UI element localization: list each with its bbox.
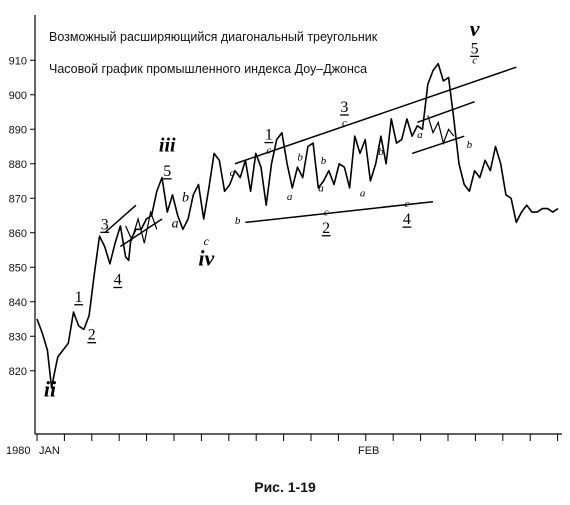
wave-label: a (360, 188, 366, 200)
wave-label: ii (44, 377, 57, 402)
y-tick-label: 830 (9, 331, 27, 343)
wave-label: b (378, 146, 384, 158)
series-line (36, 62, 559, 389)
wave-label: a (230, 167, 236, 179)
trendline (417, 100, 475, 124)
y-tick-label: 860 (9, 228, 27, 240)
wave-label: b (467, 139, 473, 151)
y-axis-ticks: 820 830 840 850 860 870 880 890 900 910 (9, 55, 35, 378)
wave-label: 4 (114, 272, 122, 289)
wave-label: b (182, 191, 189, 206)
x-tick-label-feb: FEB (358, 445, 379, 457)
y-tick-label: 880 (9, 159, 27, 171)
x-tick-label-year: 1980 (6, 445, 30, 457)
wave-label: iii (159, 135, 176, 157)
wave-label: a (287, 191, 293, 203)
wave-label: c (472, 55, 477, 67)
wave-label: a (417, 129, 423, 141)
x-axis-ticks (36, 434, 559, 441)
trendline (245, 200, 434, 224)
wave-label: 2 (88, 327, 96, 344)
wave-label: v (470, 16, 480, 41)
wave-label: c (266, 144, 271, 156)
y-tick-label: 870 (9, 193, 27, 205)
wave-label: 4 (403, 211, 411, 228)
wave-label: 5 (471, 40, 479, 57)
wave-label: 1 (75, 289, 83, 306)
wave-label: 3 (101, 216, 109, 233)
y-tick-label: 850 (9, 262, 27, 274)
y-tick-label: 840 (9, 297, 27, 309)
chart-subtitle: Часовой график промышленного индекса Доу… (49, 62, 367, 76)
trendlines (104, 66, 517, 248)
wave-label: 2 (322, 220, 330, 237)
wave-label: a (172, 217, 179, 232)
wave-label: b (321, 155, 327, 167)
y-tick-label: 820 (9, 366, 27, 378)
plot-frame (34, 15, 562, 435)
wave-label: 3 (340, 99, 348, 116)
triangle-zigzag (427, 115, 455, 146)
y-tick-label: 890 (9, 124, 27, 136)
x-tick-label-jan: JAN (39, 445, 60, 457)
wave-label: 1 (265, 127, 273, 144)
wave-label: b (235, 215, 241, 227)
wave-label: c (204, 234, 210, 248)
wave-label: a (318, 182, 324, 194)
trendline (234, 66, 517, 165)
wave-label: b (297, 151, 303, 163)
y-tick-label: 900 (9, 90, 27, 102)
wave-label: c (324, 207, 329, 219)
wave-label: c (404, 198, 409, 210)
wave-label: iv (198, 246, 214, 271)
line-chart: Возможный расширяющийся диагональный тре… (6, 15, 562, 457)
y-tick-label: 910 (9, 55, 27, 67)
chart-title: Возможный расширяющийся диагональный тре… (49, 30, 378, 44)
wave-label: c (342, 117, 347, 129)
wave-label: 5 (163, 163, 171, 180)
figure-caption: Рис. 1-19 (254, 479, 316, 495)
trendline (104, 204, 137, 234)
